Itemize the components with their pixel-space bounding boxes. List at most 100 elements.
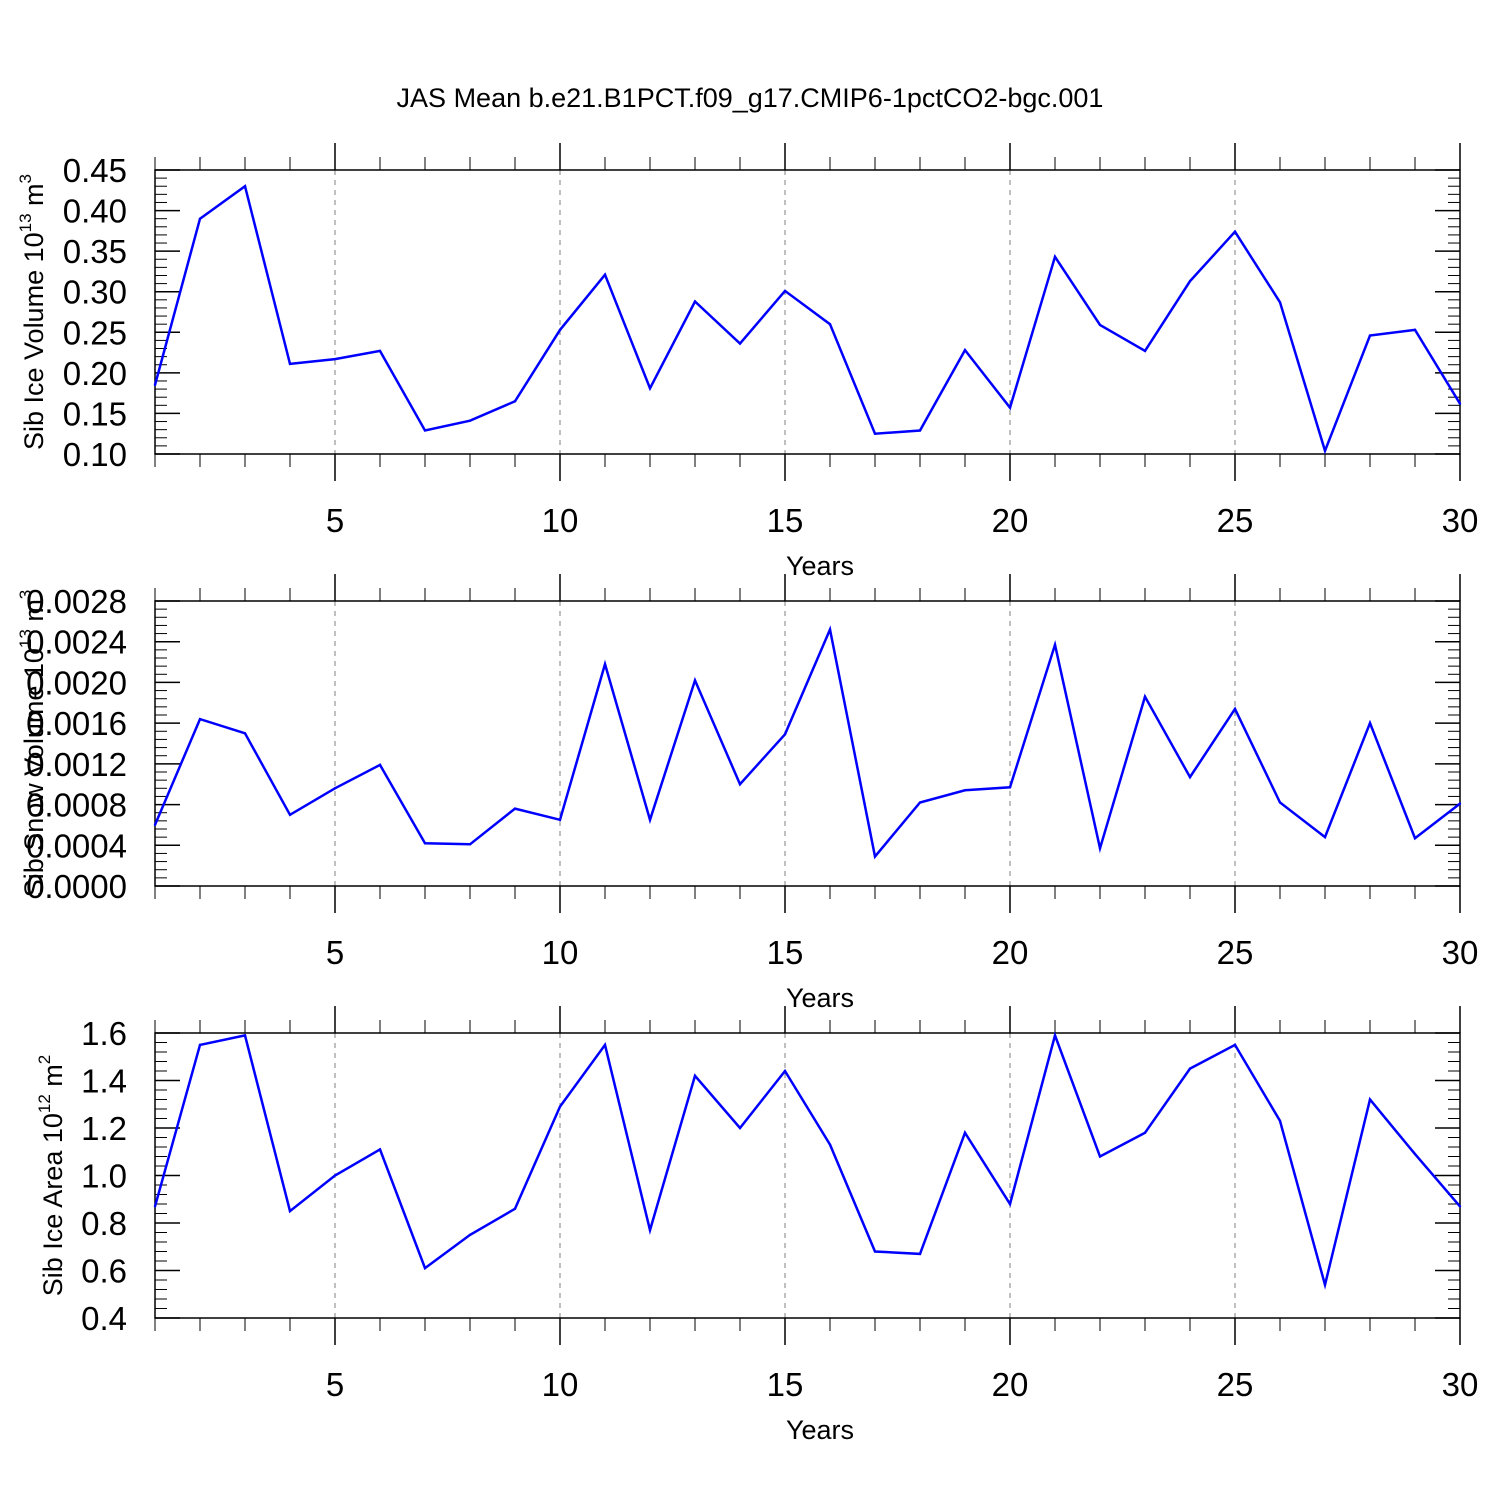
data-point <box>198 217 202 220</box>
y-tick-label: 0.4 <box>81 1300 127 1337</box>
data-point <box>378 349 382 353</box>
chart-title: JAS Mean b.e21.B1PCT.f09_g17.CMIP6-1pctC… <box>397 83 1104 113</box>
y-tick-label: 1.4 <box>81 1063 127 1100</box>
data-point <box>603 1043 607 1047</box>
data-point <box>1143 1131 1147 1134</box>
x-tick-label: 30 <box>1442 934 1479 971</box>
x-axis-label: Years <box>786 983 854 1013</box>
data-point <box>1278 301 1282 304</box>
data-point <box>693 679 697 682</box>
plot-frame <box>154 600 1461 887</box>
data-point <box>288 1209 292 1213</box>
plot-frame <box>154 1032 1461 1319</box>
y-tick-label: 0.0004 <box>26 827 127 864</box>
data-point <box>918 801 922 804</box>
data-point <box>1188 1067 1192 1070</box>
data-point <box>828 1143 832 1146</box>
y-tick-label: 0.10 <box>63 436 127 473</box>
y-axis-label: Sib Ice Volume 1013 m3 <box>16 174 49 450</box>
y-axis-label-unit: m <box>38 1064 68 1094</box>
series-line <box>153 184 1462 455</box>
y-axis-label-unit-exponent: 3 <box>16 590 35 599</box>
y-axis-label-unit: m <box>19 599 49 629</box>
y-tick-label: 0.0028 <box>26 583 127 620</box>
data-point <box>1368 1098 1372 1101</box>
data-point <box>243 1034 247 1037</box>
x-tick-label: 5 <box>326 502 344 539</box>
y-tick-label: 0.30 <box>63 274 127 311</box>
data-point <box>288 813 292 816</box>
panel-3: 5 10 15 20 25 30 0.4 0.6 0.8 1.0 1.2 1.4 1.6 Years Sib… <box>35 1006 1478 1445</box>
data-point <box>1323 1283 1327 1286</box>
y-tick-label: 0.6 <box>81 1253 127 1290</box>
data-point <box>1278 801 1282 804</box>
data-point <box>783 733 787 736</box>
data-point <box>783 1069 787 1073</box>
x-tick-label: 20 <box>992 934 1029 971</box>
y-tick-label: 0.8 <box>81 1205 127 1242</box>
x-tick-label: 20 <box>992 1366 1029 1403</box>
x-tick-label: 25 <box>1217 934 1254 971</box>
data-point <box>423 429 427 432</box>
y-axis-label-unit-exponent: 3 <box>16 174 35 183</box>
data-point <box>198 1043 202 1047</box>
data-point <box>918 1252 922 1256</box>
x-tick-label: 30 <box>1442 502 1479 539</box>
data-point <box>738 342 742 345</box>
y-tick-label: 0.35 <box>63 233 127 270</box>
y-tick-label: 0.25 <box>63 314 127 351</box>
y-tick-label: 1.6 <box>81 1015 127 1052</box>
y-tick-label: 0.15 <box>63 395 127 432</box>
data-point <box>918 429 922 432</box>
data-point <box>963 789 967 792</box>
y-tick-label: 0.0016 <box>26 705 127 742</box>
data-point <box>1233 1043 1237 1047</box>
x-tick-label: 20 <box>992 502 1029 539</box>
y-axis-label: Sib Ice Area 1012 m2 <box>35 1055 68 1297</box>
data-point <box>693 1074 697 1077</box>
data-point <box>1458 1205 1462 1208</box>
data-point <box>1008 1202 1012 1206</box>
y-axis-label-base: Sib Snow Volume 10 <box>19 648 49 897</box>
data-point <box>1053 643 1057 646</box>
data-point <box>153 823 157 827</box>
data-point <box>153 383 157 387</box>
data-point <box>423 842 427 845</box>
data-point <box>1413 328 1417 332</box>
data-point <box>738 1126 742 1130</box>
data-point <box>333 787 337 790</box>
x-tick-label: 15 <box>767 1366 804 1403</box>
data-point <box>1323 449 1327 452</box>
data-point <box>1278 1119 1282 1123</box>
panels: 5 10 15 20 25 300.100.150.200.250.300.350.400… <box>16 143 1478 1445</box>
data-point <box>603 662 607 666</box>
x-tick-label: 25 <box>1217 1366 1254 1403</box>
y-axis-label-exponent: 12 <box>35 1094 54 1113</box>
data-point <box>513 400 517 403</box>
data-point <box>873 432 877 435</box>
x-tick-label: 15 <box>767 934 804 971</box>
x-tick-label: 10 <box>542 1366 579 1403</box>
y-tick-label: 0.0012 <box>26 746 127 783</box>
x-axis-label: Years <box>786 1415 854 1445</box>
y-axis-label-base: Sib Ice Area 10 <box>38 1113 68 1296</box>
data-point <box>243 732 247 735</box>
series-line <box>153 625 1461 860</box>
data-point <box>648 387 652 390</box>
data-point <box>1008 786 1012 789</box>
panel-1: 5 10 15 20 25 30 0.10 0.150.20 0.250.30 0.350.40 0… <box>16 143 1478 581</box>
data-point <box>1413 1152 1417 1156</box>
x-tick-label: 30 <box>1442 1366 1479 1403</box>
series-line <box>153 1031 1461 1290</box>
data-point <box>738 783 742 786</box>
data-point <box>423 1266 427 1270</box>
y-tick-label: 1.0 <box>81 1158 127 1195</box>
data-point <box>1098 1155 1102 1158</box>
x-tick-label: 10 <box>542 502 579 539</box>
x-tick-label: 10 <box>542 934 579 971</box>
data-point <box>468 1233 472 1237</box>
plot-frame <box>154 169 1461 455</box>
data-point <box>1323 835 1327 839</box>
data-point <box>1233 707 1237 711</box>
y-tick-label: 0.0024 <box>26 624 127 661</box>
